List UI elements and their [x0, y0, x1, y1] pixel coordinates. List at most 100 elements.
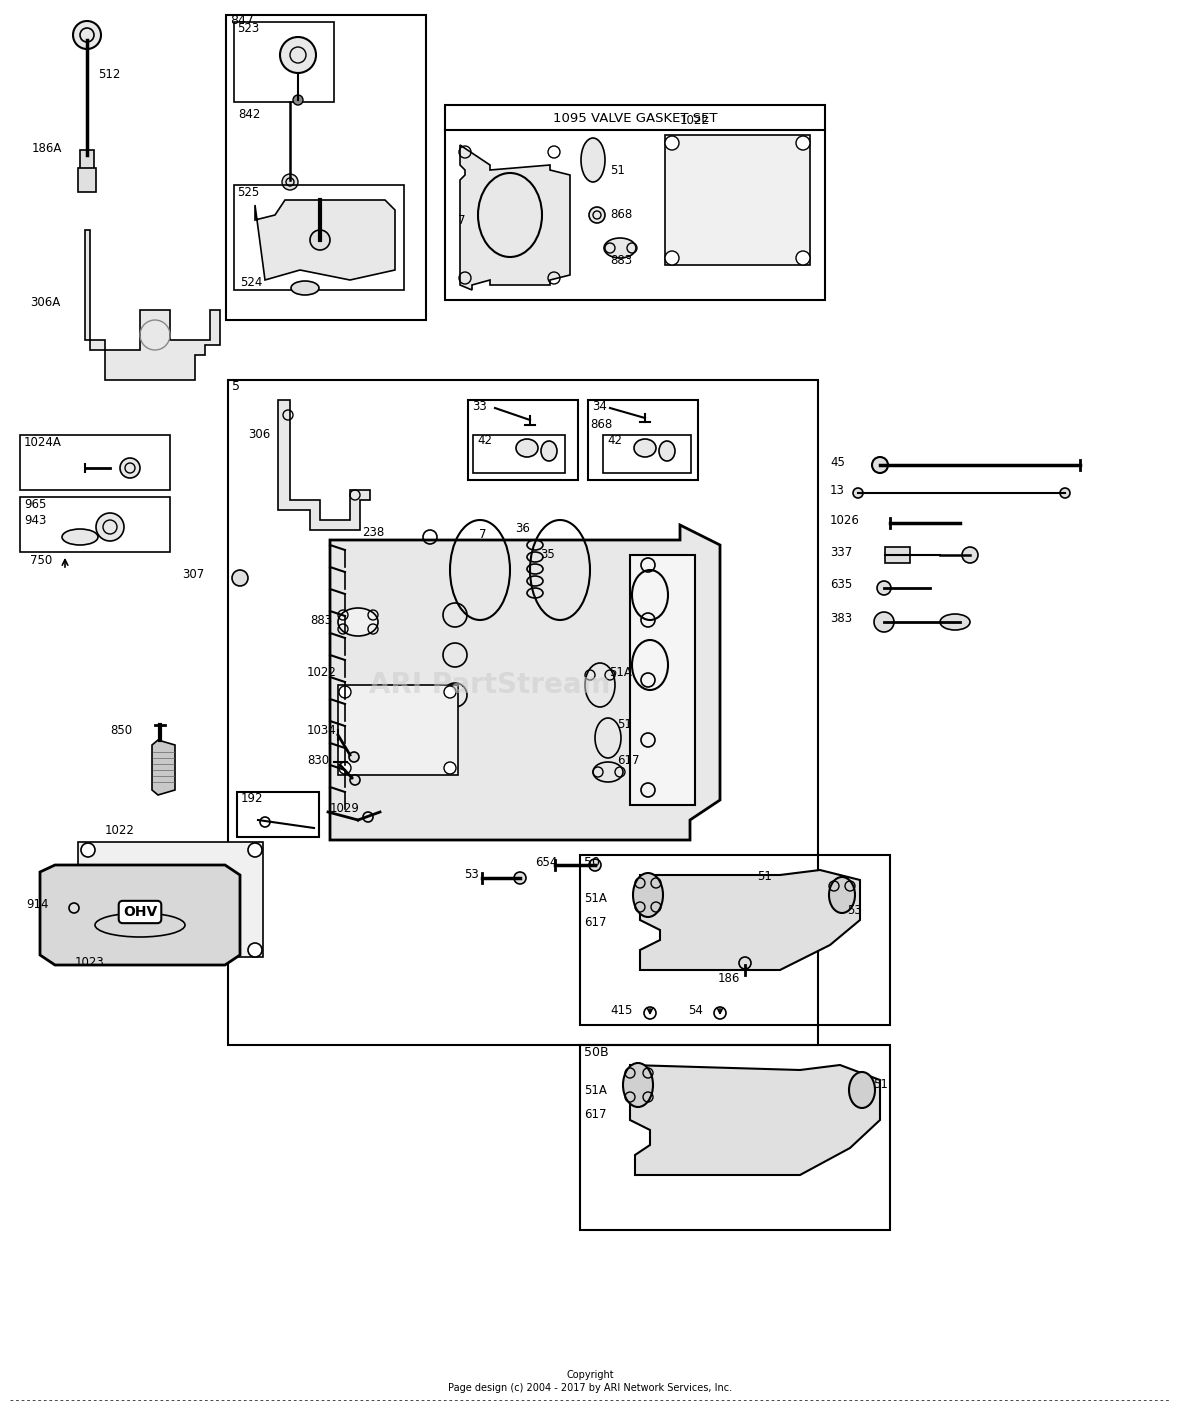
- Circle shape: [444, 762, 455, 774]
- Polygon shape: [152, 741, 175, 796]
- Bar: [20, 497, 170, 552]
- Circle shape: [853, 489, 863, 498]
- Bar: [20, 435, 170, 490]
- Text: 512: 512: [98, 69, 120, 82]
- Text: 1022: 1022: [307, 666, 336, 679]
- Text: 51A: 51A: [609, 666, 631, 679]
- Text: 525: 525: [237, 186, 260, 199]
- Text: 617: 617: [584, 915, 607, 928]
- Ellipse shape: [581, 138, 605, 182]
- Circle shape: [877, 582, 891, 596]
- Circle shape: [310, 230, 330, 251]
- Circle shape: [280, 37, 316, 73]
- Circle shape: [589, 859, 601, 872]
- Text: 54: 54: [688, 1004, 703, 1017]
- Polygon shape: [630, 1064, 880, 1176]
- Circle shape: [1060, 489, 1070, 498]
- Text: 830: 830: [307, 753, 329, 766]
- Bar: [588, 400, 699, 480]
- Text: 1022: 1022: [105, 824, 135, 836]
- Text: 7: 7: [458, 214, 465, 227]
- Circle shape: [120, 458, 140, 477]
- Text: 850: 850: [110, 724, 132, 736]
- Bar: [885, 546, 910, 563]
- Bar: [473, 435, 565, 473]
- Text: 42: 42: [607, 435, 622, 448]
- Text: 914: 914: [26, 898, 48, 911]
- Circle shape: [293, 94, 303, 106]
- Text: 842: 842: [238, 108, 261, 121]
- Text: 51: 51: [610, 163, 625, 176]
- Circle shape: [68, 903, 79, 912]
- Bar: [234, 184, 404, 290]
- Text: 337: 337: [830, 545, 852, 559]
- Ellipse shape: [594, 762, 623, 781]
- Circle shape: [81, 843, 96, 857]
- Text: 186A: 186A: [32, 141, 63, 155]
- Bar: [603, 435, 691, 473]
- Text: 1029: 1029: [330, 801, 360, 814]
- Text: 51: 51: [873, 1079, 887, 1091]
- Text: 1024A: 1024A: [24, 436, 61, 449]
- Bar: [78, 842, 263, 957]
- Circle shape: [666, 251, 678, 265]
- Circle shape: [349, 752, 359, 762]
- Text: 1034: 1034: [307, 724, 336, 736]
- Circle shape: [666, 137, 678, 151]
- Text: 847: 847: [230, 14, 254, 27]
- Bar: [78, 168, 96, 191]
- Polygon shape: [40, 865, 240, 964]
- Polygon shape: [278, 400, 371, 529]
- Text: 883: 883: [310, 614, 332, 627]
- Bar: [337, 686, 458, 774]
- Text: 186: 186: [717, 972, 740, 984]
- Ellipse shape: [623, 1063, 653, 1107]
- Text: 306: 306: [248, 428, 270, 442]
- Bar: [581, 855, 890, 1025]
- Circle shape: [874, 612, 894, 632]
- Text: 33: 33: [472, 400, 486, 413]
- Text: 750: 750: [30, 553, 52, 566]
- Circle shape: [339, 686, 350, 698]
- Polygon shape: [85, 230, 219, 380]
- Bar: [468, 400, 578, 480]
- Ellipse shape: [516, 439, 538, 458]
- Text: 53: 53: [464, 869, 479, 881]
- Circle shape: [232, 570, 248, 586]
- Polygon shape: [330, 525, 720, 841]
- Ellipse shape: [291, 282, 319, 296]
- Bar: [581, 1045, 890, 1231]
- Text: 965: 965: [24, 497, 46, 511]
- Circle shape: [796, 137, 809, 151]
- Polygon shape: [460, 145, 570, 290]
- Text: 51: 51: [758, 870, 772, 883]
- Ellipse shape: [940, 614, 970, 629]
- Text: 635: 635: [830, 579, 852, 591]
- Ellipse shape: [604, 238, 636, 258]
- Circle shape: [96, 513, 124, 541]
- Text: 307: 307: [182, 569, 204, 582]
- Text: 34: 34: [592, 400, 607, 413]
- Text: 883: 883: [610, 253, 632, 266]
- Text: 523: 523: [237, 21, 260, 35]
- Circle shape: [444, 686, 455, 698]
- Circle shape: [739, 957, 750, 969]
- Circle shape: [248, 843, 262, 857]
- Text: 1023: 1023: [76, 956, 105, 970]
- Text: 654: 654: [535, 856, 557, 869]
- Circle shape: [81, 943, 96, 957]
- Circle shape: [589, 207, 605, 222]
- Bar: [227, 15, 426, 320]
- Text: 50: 50: [584, 856, 599, 870]
- Text: 42: 42: [477, 435, 492, 448]
- Circle shape: [514, 872, 526, 884]
- Text: 1026: 1026: [830, 514, 860, 527]
- Text: 617: 617: [617, 753, 640, 766]
- Circle shape: [350, 774, 360, 786]
- Text: 51: 51: [617, 718, 631, 732]
- Circle shape: [796, 251, 809, 265]
- Text: 868: 868: [590, 418, 612, 431]
- Text: 13: 13: [830, 483, 845, 497]
- Ellipse shape: [632, 873, 663, 917]
- Circle shape: [248, 943, 262, 957]
